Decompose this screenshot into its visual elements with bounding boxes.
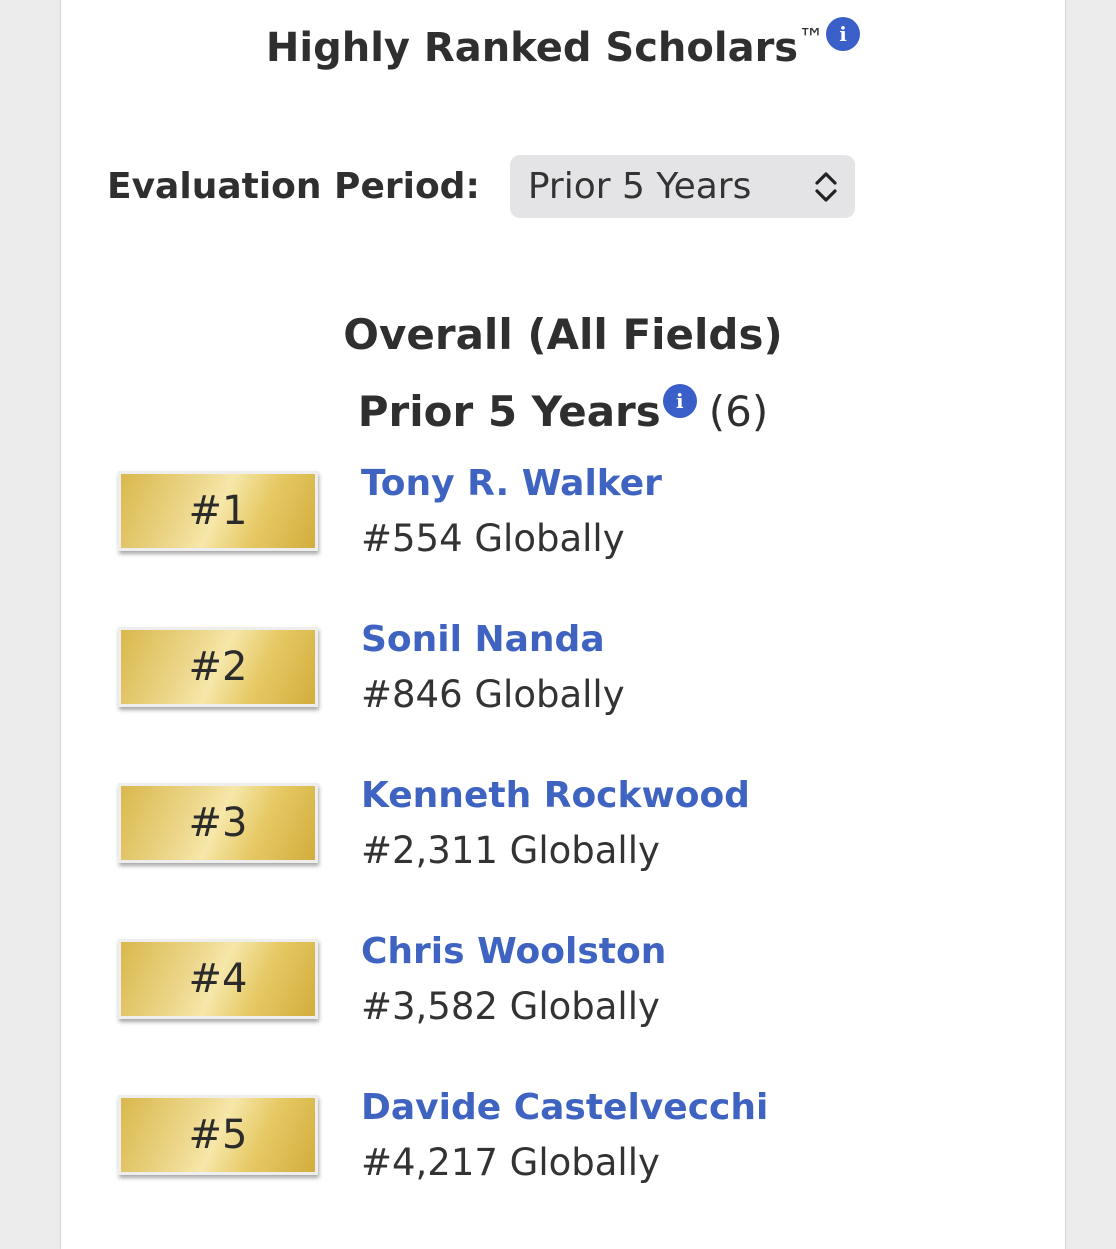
rank-badge: #2 (118, 627, 318, 707)
list-item: #2 Sonil Nanda #846 Globally (61, 619, 1065, 719)
section-period: Prior 5 Years (357, 387, 661, 436)
rank-badge: #4 (118, 939, 318, 1019)
rank-badge: #3 (118, 783, 318, 863)
global-rank: #4,217 Globally (361, 1141, 660, 1184)
evaluation-period-value: Prior 5 Years (527, 166, 752, 207)
section-title: Overall (All Fields) (343, 310, 783, 359)
info-icon[interactable]: i (826, 17, 861, 51)
list-item: #3 Kenneth Rockwood #2,311 Globally (61, 775, 1065, 875)
evaluation-period-label: Evaluation Period: (107, 166, 480, 207)
evaluation-period-select[interactable]: Prior 5 Years (509, 155, 855, 218)
scholar-name-link[interactable]: Kenneth Rockwood (361, 775, 750, 816)
page-title: Highly Ranked Scholars™ i (61, 17, 1065, 79)
global-rank: #3,582 Globally (361, 985, 660, 1028)
list-item: #4 Chris Woolston #3,582 Globally (61, 931, 1065, 1031)
scholars-card: Highly Ranked Scholars™ i Evaluation Peri… (60, 0, 1066, 1249)
list-item: #5 Davide Castelvecchi #4,217 Globally (61, 1087, 1065, 1187)
info-icon[interactable]: i (662, 384, 697, 418)
list-item: #1 Tony R. Walker #554 Globally (61, 463, 1065, 563)
scholar-name-link[interactable]: Davide Castelvecchi (361, 1087, 769, 1128)
rank-badge: #1 (118, 471, 318, 551)
global-rank: #846 Globally (361, 673, 625, 716)
global-rank: #554 Globally (361, 517, 625, 560)
scholar-count: (6) (708, 387, 769, 436)
evaluation-period-row: Evaluation Period: Prior 5 Years (107, 155, 855, 218)
chevron-up-down-icon (815, 171, 837, 202)
title-text: Highly Ranked Scholars (265, 25, 799, 71)
trademark-symbol: ™ (798, 24, 825, 54)
rank-badge: #5 (118, 1095, 318, 1175)
section-subtitle: Prior 5 Years i (6) (61, 384, 1065, 440)
scholar-name-link[interactable]: Sonil Nanda (361, 619, 605, 660)
scholar-name-link[interactable]: Tony R. Walker (361, 463, 662, 504)
scholar-name-link[interactable]: Chris Woolston (361, 931, 667, 972)
global-rank: #2,311 Globally (361, 829, 660, 872)
